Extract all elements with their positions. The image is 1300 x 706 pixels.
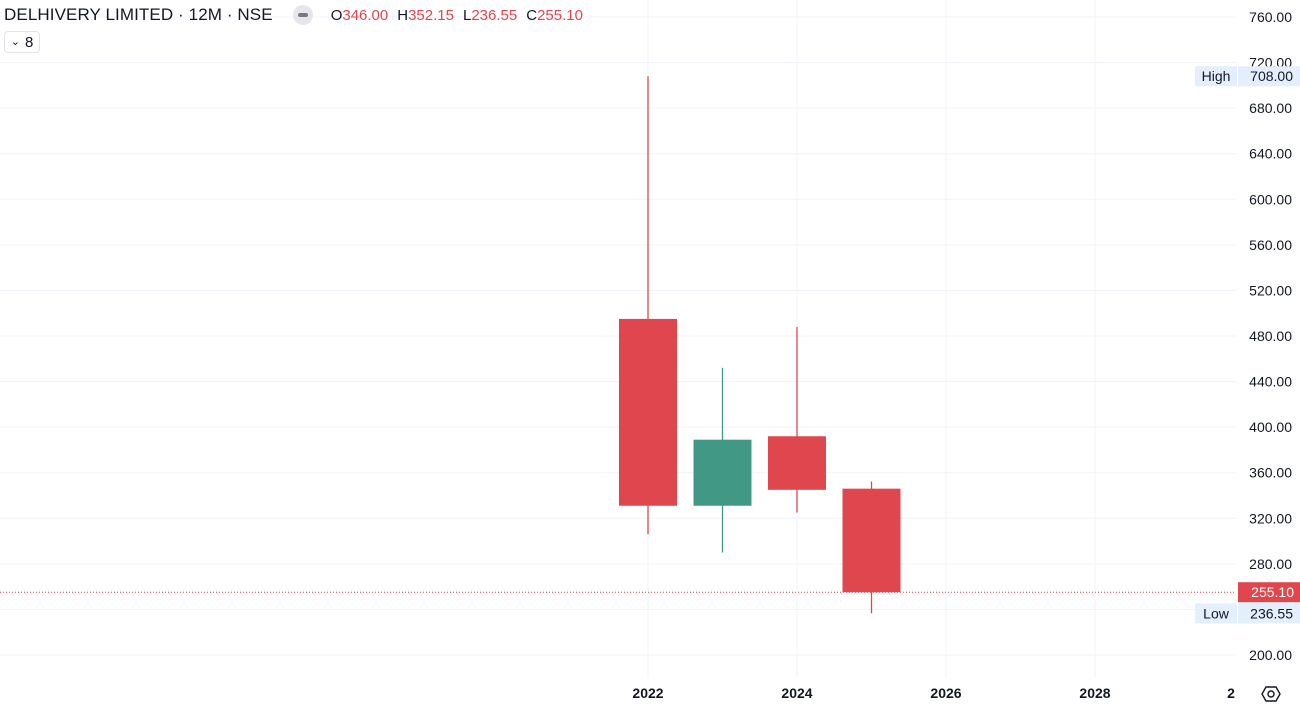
last-price-label: 255.10 (1251, 584, 1294, 600)
price-tick-label: 680.00 (1249, 100, 1292, 116)
market-status-icon[interactable] (292, 5, 313, 25)
candle-body (693, 439, 752, 506)
grid (0, 0, 1236, 678)
candle-body (619, 318, 677, 506)
price-tick-label: 480.00 (1249, 328, 1292, 344)
time-tick-label: 2026 (930, 685, 961, 701)
price-tick-label: 360.00 (1249, 465, 1292, 481)
symbol-title[interactable]: DELHIVERY LIMITED · 12M · NSE (4, 5, 273, 24)
low-marker-tag-label: Low (1203, 605, 1230, 621)
price-tick-label: 280.00 (1249, 556, 1292, 572)
ohlc-close: C255.10 (526, 6, 583, 24)
price-tick-label: 200.00 (1249, 647, 1292, 663)
candle (768, 326, 826, 513)
high-marker-value-label: 708.00 (1250, 68, 1293, 84)
price-tick-label: 400.00 (1249, 419, 1292, 435)
ohlc-open: O346.00 (330, 6, 389, 24)
candles (619, 76, 901, 614)
high-marker-tag-label: High (1202, 68, 1231, 84)
price-tick-label: 320.00 (1249, 510, 1292, 526)
candle (693, 367, 752, 553)
time-tick-label: 2022 (632, 685, 663, 701)
price-tick-label: 640.00 (1249, 146, 1292, 162)
high-marker-tag-bg (1195, 66, 1237, 87)
ohlc-low: L236.55 (462, 6, 518, 24)
low-marker-tag-bg (1195, 603, 1237, 624)
low-marker-value-bg (1238, 603, 1300, 624)
indicator-count: 8 (24, 33, 34, 51)
time-axis[interactable]: 2022 2024 2026 2028 2 (632, 685, 1235, 701)
candle-body (842, 488, 901, 593)
indicators-collapse-button[interactable]: ⌄ 8 (4, 31, 40, 53)
price-tick-label: 760.00 (1249, 9, 1292, 25)
settings-icon[interactable] (1261, 684, 1281, 704)
price-axis[interactable]: 200.00240.00280.00320.00360.00400.00440.… (1249, 9, 1292, 663)
chevron-down-icon: ⌄ (10, 35, 20, 48)
price-tick-label: 440.00 (1249, 374, 1292, 390)
last-price-line: 255.10 (0, 582, 1300, 603)
price-tick-label: 520.00 (1249, 282, 1292, 298)
candle (619, 76, 677, 535)
high-low-markers: High 708.00 Low 236.55 (1195, 66, 1300, 624)
ohlc-high: H352.15 (397, 6, 454, 24)
chart-legend: DELHIVERY LIMITED · 12M · NSE O346.00 H3… (4, 4, 592, 26)
time-tick-label: 2024 (781, 685, 812, 701)
low-marker-value-label: 236.55 (1250, 605, 1293, 621)
time-tick-label: 2 (1227, 685, 1235, 701)
last-price-badge (1238, 582, 1300, 603)
candle (842, 481, 901, 614)
price-tick-label: 600.00 (1249, 191, 1292, 207)
candle-body (768, 436, 826, 490)
high-marker-value-bg (1238, 66, 1300, 87)
time-tick-label: 2028 (1079, 685, 1110, 701)
price-tick-label: 560.00 (1249, 237, 1292, 253)
